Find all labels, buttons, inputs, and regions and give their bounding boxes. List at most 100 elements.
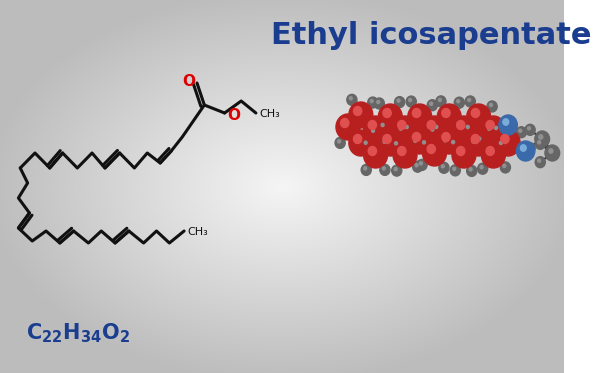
Circle shape (501, 135, 509, 144)
Circle shape (458, 125, 461, 128)
Circle shape (486, 147, 494, 156)
Circle shape (381, 123, 384, 126)
Text: O: O (228, 109, 241, 123)
Circle shape (405, 125, 408, 129)
Circle shape (399, 127, 402, 130)
Circle shape (453, 167, 456, 170)
Circle shape (419, 162, 422, 165)
Circle shape (517, 141, 535, 161)
Circle shape (517, 127, 526, 138)
Circle shape (469, 168, 472, 171)
Circle shape (488, 127, 491, 130)
Circle shape (414, 139, 417, 142)
Circle shape (364, 141, 367, 144)
Circle shape (471, 135, 480, 144)
Circle shape (392, 139, 402, 150)
Circle shape (398, 120, 406, 129)
Circle shape (439, 162, 449, 173)
Circle shape (525, 143, 535, 154)
Circle shape (379, 121, 389, 132)
Circle shape (452, 142, 476, 168)
Circle shape (427, 144, 435, 154)
Circle shape (468, 98, 471, 101)
Circle shape (428, 125, 439, 137)
Circle shape (375, 98, 384, 109)
Circle shape (464, 123, 474, 134)
Circle shape (422, 141, 425, 144)
Circle shape (486, 120, 494, 129)
Circle shape (398, 147, 406, 156)
Circle shape (478, 137, 481, 140)
Circle shape (535, 131, 550, 147)
Circle shape (338, 140, 340, 143)
Circle shape (382, 167, 386, 170)
Circle shape (354, 135, 362, 144)
Circle shape (368, 97, 378, 108)
Circle shape (442, 109, 450, 117)
Circle shape (395, 142, 397, 145)
Circle shape (494, 126, 498, 129)
Circle shape (349, 102, 373, 128)
Circle shape (467, 104, 491, 130)
Circle shape (397, 125, 407, 136)
Text: CH₃: CH₃ (259, 109, 280, 119)
Circle shape (378, 130, 402, 156)
Circle shape (545, 145, 559, 161)
Circle shape (466, 125, 469, 129)
Circle shape (383, 135, 391, 144)
Circle shape (393, 116, 417, 142)
Circle shape (452, 141, 455, 144)
Circle shape (406, 96, 416, 107)
Circle shape (520, 145, 526, 151)
Circle shape (415, 164, 418, 167)
Circle shape (408, 104, 431, 130)
Text: $\mathregular{C_{22}H_{34}O_2}$: $\mathregular{C_{22}H_{34}O_2}$ (26, 322, 130, 345)
Circle shape (441, 136, 451, 147)
Circle shape (499, 141, 502, 144)
Circle shape (485, 125, 495, 136)
Circle shape (377, 100, 379, 104)
Circle shape (361, 164, 371, 175)
Circle shape (354, 107, 362, 116)
Circle shape (417, 159, 427, 170)
Circle shape (435, 125, 438, 129)
Circle shape (383, 140, 386, 143)
Circle shape (370, 100, 373, 103)
Circle shape (519, 129, 522, 132)
Circle shape (412, 109, 420, 117)
Circle shape (441, 164, 444, 168)
Circle shape (467, 165, 477, 176)
Circle shape (411, 137, 422, 148)
Circle shape (452, 116, 476, 142)
Circle shape (525, 124, 535, 135)
Circle shape (480, 166, 483, 169)
Circle shape (528, 145, 531, 148)
Circle shape (476, 135, 485, 146)
Circle shape (549, 149, 553, 153)
Circle shape (442, 132, 450, 141)
Circle shape (381, 138, 391, 149)
Circle shape (341, 119, 349, 128)
Text: O: O (182, 73, 195, 88)
Circle shape (471, 109, 480, 117)
Circle shape (539, 135, 543, 139)
Circle shape (482, 116, 506, 142)
Circle shape (409, 98, 412, 102)
Circle shape (482, 142, 506, 168)
Circle shape (437, 128, 461, 154)
Circle shape (535, 138, 545, 149)
Circle shape (503, 119, 509, 125)
Circle shape (467, 130, 491, 156)
Circle shape (371, 129, 375, 132)
Circle shape (472, 140, 475, 143)
Circle shape (380, 164, 390, 175)
Circle shape (422, 140, 446, 166)
Circle shape (450, 165, 460, 176)
Circle shape (383, 109, 391, 117)
Circle shape (469, 137, 479, 148)
Circle shape (477, 163, 488, 174)
Circle shape (455, 122, 466, 133)
Circle shape (457, 147, 465, 156)
Circle shape (427, 100, 438, 111)
Circle shape (449, 138, 459, 149)
